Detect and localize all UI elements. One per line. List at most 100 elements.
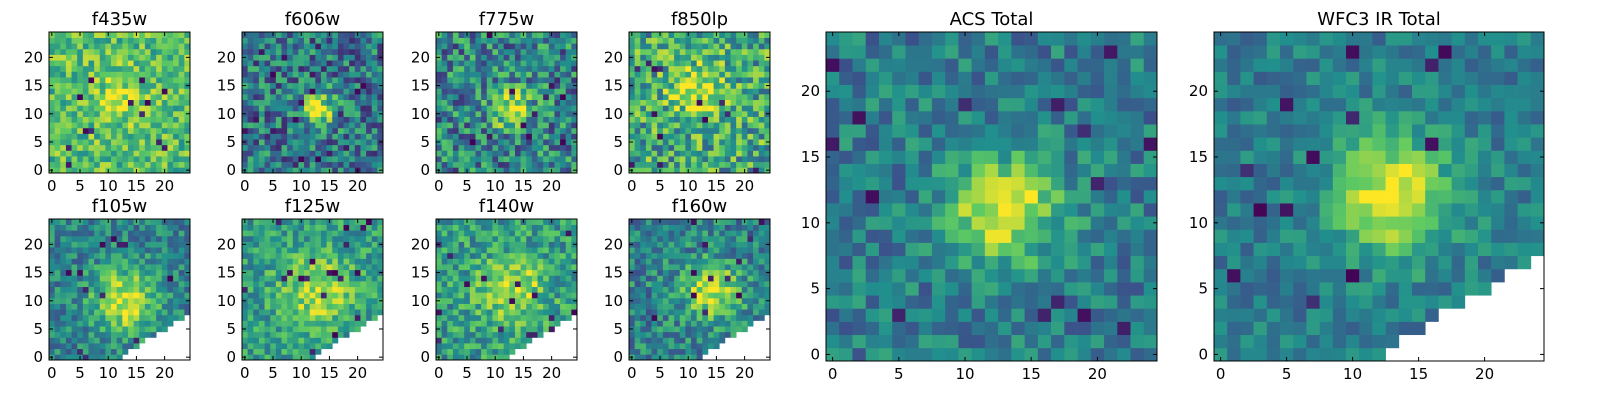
f125w-cell bbox=[247, 320, 254, 327]
f606w-cell bbox=[315, 60, 322, 67]
f850lp-cell bbox=[685, 65, 692, 72]
f775w-cell bbox=[452, 60, 459, 67]
f775w-ytick-label: 10 bbox=[411, 105, 430, 123]
f160w-cell bbox=[736, 230, 743, 237]
f775w-cell bbox=[520, 77, 527, 84]
f140w-cell bbox=[481, 337, 488, 344]
f435w-cell bbox=[88, 150, 95, 157]
f775w-cell bbox=[475, 144, 482, 151]
f775w-cell bbox=[481, 156, 488, 163]
f140w-cell bbox=[509, 281, 516, 288]
f775w-cell bbox=[543, 99, 550, 106]
f850lp-cell bbox=[685, 110, 692, 117]
f435w-cell bbox=[105, 116, 112, 123]
f125w-cell bbox=[287, 309, 294, 316]
f606w-cell bbox=[292, 122, 299, 129]
f606w-cell bbox=[354, 139, 361, 146]
f125w-cell bbox=[281, 269, 288, 276]
f140w-cell bbox=[509, 326, 516, 333]
f105w-cell bbox=[150, 314, 157, 321]
f125w-heatmap-cells bbox=[242, 219, 384, 361]
f140w-cell bbox=[475, 348, 482, 355]
f105w-cell bbox=[60, 303, 67, 310]
f105w-cell bbox=[88, 326, 95, 333]
f125w-cell bbox=[304, 297, 311, 304]
f160w-cell bbox=[691, 281, 698, 288]
f606w-cell bbox=[258, 144, 265, 151]
f125w-cell bbox=[281, 235, 288, 242]
f435w-cell bbox=[49, 94, 55, 101]
f775w-cell bbox=[458, 32, 465, 38]
f435w-cell bbox=[88, 54, 95, 61]
f160w-cell bbox=[713, 264, 720, 271]
f606w-cell bbox=[270, 161, 277, 168]
f105w-xtick-label: 15 bbox=[127, 364, 146, 382]
f435w-cell bbox=[82, 110, 89, 117]
f775w-cell bbox=[514, 88, 521, 95]
f435w-cell bbox=[139, 133, 146, 140]
f850lp-cell bbox=[674, 144, 681, 151]
f435w-cell bbox=[49, 150, 55, 157]
f435w-cell bbox=[60, 82, 67, 89]
f435w-cell bbox=[139, 167, 146, 174]
f850lp-cell bbox=[736, 88, 743, 95]
f606w-cell bbox=[377, 161, 384, 168]
f125w-cell bbox=[253, 286, 260, 293]
f105w-cell bbox=[65, 219, 72, 225]
f125w-cell bbox=[309, 247, 316, 254]
f160w-cell bbox=[662, 331, 669, 338]
f105w-cell bbox=[94, 326, 101, 333]
f850lp-cell bbox=[713, 110, 720, 117]
f850lp-cell bbox=[758, 161, 765, 168]
f850lp-cell bbox=[640, 65, 647, 72]
f125w-cell bbox=[320, 235, 327, 242]
f125w-cell bbox=[270, 326, 277, 333]
f125w-ytick-label: 5 bbox=[226, 320, 236, 338]
f606w-cell bbox=[343, 139, 350, 146]
f140w-cell bbox=[509, 252, 516, 259]
f775w-cell bbox=[514, 167, 521, 174]
f125w-cell bbox=[354, 309, 361, 316]
f435w-cell bbox=[150, 99, 157, 106]
f160w-cell bbox=[640, 337, 647, 344]
f775w-cell bbox=[436, 71, 442, 78]
f105w-cell bbox=[127, 224, 134, 231]
f850lp-cell bbox=[719, 43, 726, 50]
f775w-cell bbox=[486, 77, 493, 84]
f140w-heatmap-cells bbox=[436, 219, 578, 361]
f435w-cell bbox=[184, 43, 191, 50]
f775w-cell bbox=[526, 105, 533, 112]
f105w-cell bbox=[54, 275, 61, 282]
f160w-cell bbox=[651, 286, 658, 293]
f775w-cell bbox=[492, 88, 499, 95]
f105w-cell bbox=[54, 337, 61, 344]
f606w-cell bbox=[377, 94, 384, 101]
f775w-cell bbox=[498, 156, 505, 163]
f140w-cell bbox=[509, 247, 516, 254]
f160w-cell bbox=[679, 314, 686, 321]
f606w-cell bbox=[287, 88, 294, 95]
f435w-cell bbox=[184, 144, 191, 151]
f435w-cell bbox=[94, 105, 101, 112]
f606w-cell bbox=[354, 71, 361, 78]
f125w-cell bbox=[371, 219, 378, 225]
f775w-cell bbox=[548, 88, 555, 95]
f160w-cell bbox=[753, 235, 760, 242]
f850lp-cell bbox=[702, 60, 709, 67]
f435w-cell bbox=[173, 122, 180, 129]
f160w-cell bbox=[736, 292, 743, 299]
f435w-cell bbox=[94, 116, 101, 123]
f105w-cell bbox=[105, 343, 112, 350]
f435w-cell bbox=[133, 71, 140, 78]
f435w-cell bbox=[167, 105, 174, 112]
f160w-cell bbox=[719, 320, 726, 327]
f160w-cell bbox=[764, 247, 771, 254]
f140w-cell bbox=[498, 219, 505, 225]
f125w-cell bbox=[304, 320, 311, 327]
f606w-cell bbox=[332, 99, 339, 106]
f105w-cell bbox=[49, 320, 55, 327]
f850lp-cell bbox=[753, 54, 760, 61]
f435w-cell bbox=[167, 94, 174, 101]
f775w-cell bbox=[514, 122, 521, 129]
f775w-cell bbox=[554, 37, 561, 44]
